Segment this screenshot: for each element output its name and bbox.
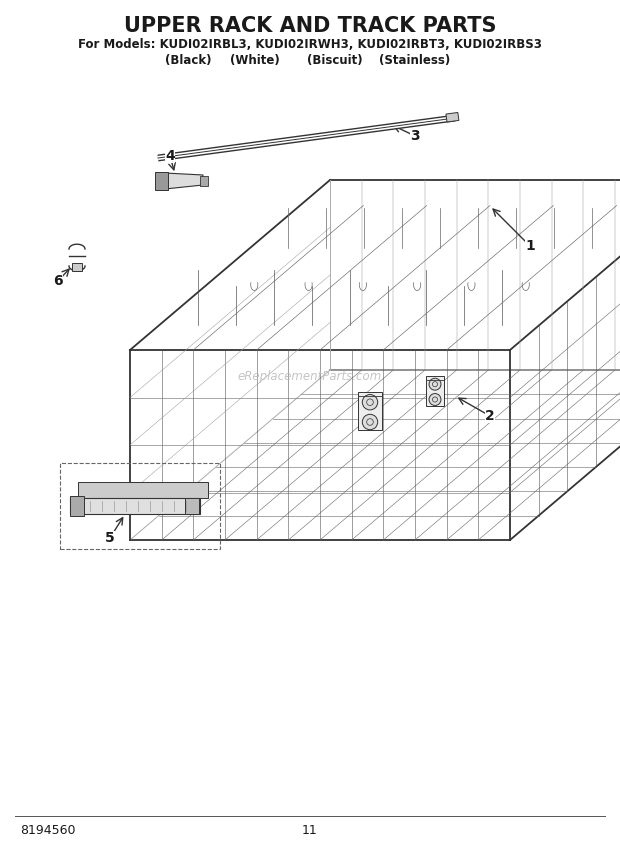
- Text: 8194560: 8194560: [20, 824, 76, 837]
- Bar: [358, 392, 382, 431]
- Text: eReplacementParts.com: eReplacementParts.com: [238, 370, 382, 383]
- Bar: [200, 176, 208, 186]
- Text: UPPER RACK AND TRACK PARTS: UPPER RACK AND TRACK PARTS: [124, 16, 496, 36]
- Text: 6: 6: [53, 274, 63, 288]
- Text: (Black): (Black): [165, 54, 211, 67]
- Polygon shape: [165, 173, 203, 189]
- Text: 1: 1: [525, 239, 535, 253]
- Circle shape: [362, 414, 378, 430]
- Bar: [78, 482, 208, 498]
- Bar: [70, 496, 84, 516]
- Text: 5: 5: [105, 531, 115, 545]
- Text: (Stainless): (Stainless): [379, 54, 451, 67]
- Text: 11: 11: [302, 824, 318, 837]
- Circle shape: [362, 395, 378, 410]
- Text: (Biscuit): (Biscuit): [307, 54, 363, 67]
- Text: For Models: KUDI02IRBL3, KUDI02IRWH3, KUDI02IRBT3, KUDI02IRBS3: For Models: KUDI02IRBL3, KUDI02IRWH3, KU…: [78, 38, 542, 51]
- Bar: [446, 112, 459, 122]
- Bar: [185, 498, 199, 514]
- Bar: [72, 263, 82, 271]
- Circle shape: [429, 394, 441, 406]
- Circle shape: [429, 378, 441, 390]
- Text: 3: 3: [410, 129, 420, 143]
- Bar: [70, 498, 200, 514]
- Bar: [155, 172, 168, 190]
- Bar: [426, 376, 445, 406]
- Text: 4: 4: [165, 149, 175, 163]
- Text: (White): (White): [230, 54, 280, 67]
- Text: 2: 2: [485, 409, 495, 423]
